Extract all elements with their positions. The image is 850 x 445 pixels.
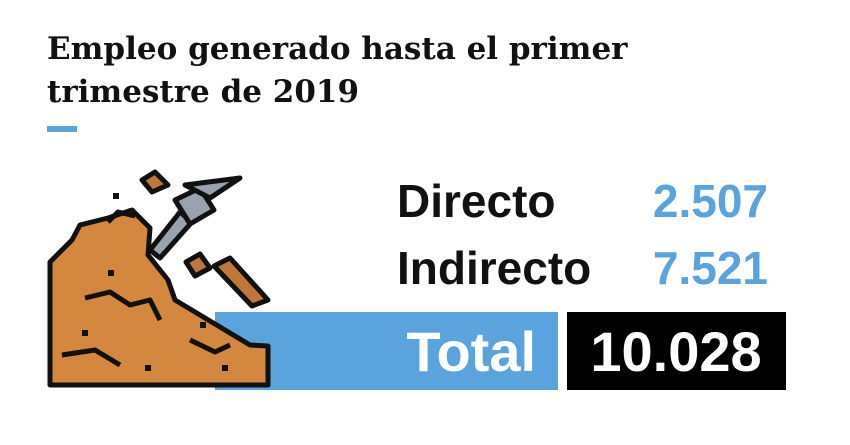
row-value: 2.507 — [653, 175, 768, 227]
total-value: 10.028 — [590, 320, 761, 383]
icon-dots — [82, 193, 228, 371]
total-box — [567, 312, 786, 390]
mining-icon — [47, 169, 271, 388]
total-label: Total — [406, 320, 536, 383]
row-label: Indirecto — [397, 242, 591, 294]
total-bar — [215, 312, 558, 390]
title: Empleo generado hasta el primer trimestr… — [47, 31, 628, 110]
title-accent — [47, 126, 77, 132]
row-label: Directo — [397, 175, 555, 227]
row-value: 7.521 — [653, 242, 768, 294]
